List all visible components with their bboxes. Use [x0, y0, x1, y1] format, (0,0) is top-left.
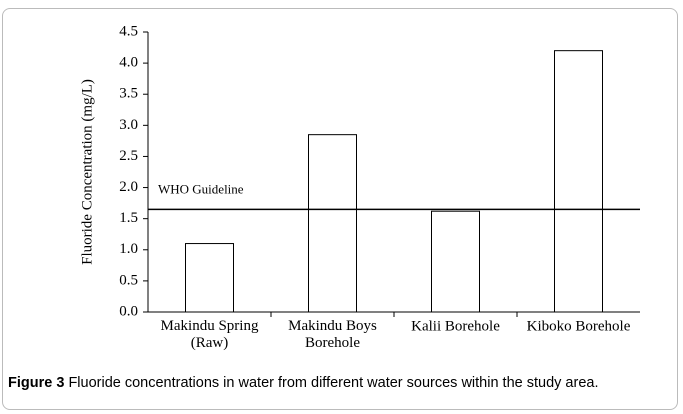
y-tick-label: 0.5 [119, 272, 138, 288]
caption-label: Figure 3 [8, 375, 65, 391]
y-tick-label: 3.5 [119, 86, 138, 102]
x-tick-label: Kalii Borehole [411, 318, 500, 334]
y-tick-label: 3.0 [119, 117, 138, 133]
bar [185, 243, 234, 313]
guideline-label: WHO Guideline [158, 181, 244, 196]
y-tick-label: 2.0 [119, 179, 138, 195]
chart: Fluoride Concentration (mg/L) 0.0 0.5 1.0 1… [79, 23, 640, 351]
x-tick-label: Kiboko Borehole [527, 318, 631, 334]
y-tick-label: 2.5 [119, 148, 138, 164]
caption: Figure 3 Fluoride concentrations in wate… [8, 373, 674, 393]
y-tick-label: 1.0 [119, 241, 138, 257]
caption-text: Fluoride concentrations in water from di… [68, 375, 599, 391]
y-axis-label: Fluoride Concentration (mg/L) [79, 79, 95, 265]
y-tick-label: 4.5 [119, 23, 138, 39]
figure-frame [2, 8, 678, 410]
y-tick-label: 4.0 [119, 55, 138, 71]
y-tick-label: 1.5 [119, 210, 138, 226]
bar [554, 50, 603, 313]
y-tick-label: 0.0 [119, 303, 138, 319]
bar [431, 210, 480, 313]
x-tick-label: Makindu Spring (Raw) [161, 318, 259, 351]
bar [308, 134, 357, 313]
x-tick-label: Makindu Boys Borehole [288, 318, 377, 351]
